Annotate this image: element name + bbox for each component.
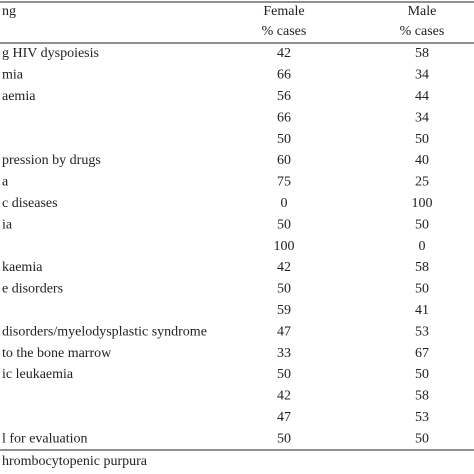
number-cell: 42 <box>277 260 291 275</box>
label-cell: e disorders <box>2 282 63 297</box>
label-cell: kaemia <box>2 260 43 275</box>
number-cell: 50 <box>277 431 291 446</box>
number-cell: 34 <box>415 68 429 83</box>
label-cell: aemia <box>2 89 36 104</box>
number-cell: 50 <box>415 282 429 297</box>
label-cell: to the bone marrow <box>2 346 112 361</box>
number-cell: 59 <box>277 303 291 318</box>
number-cell: 66 <box>277 110 291 125</box>
label-cell: mia <box>2 68 24 83</box>
number-cell: 47 <box>277 324 291 339</box>
number-cell: 40 <box>415 153 429 168</box>
number-cell: 100 <box>274 239 295 254</box>
header-cell: ng <box>2 4 16 19</box>
label-cell: g HIV dyspoiesis <box>2 46 99 61</box>
label-cell: l for evaluation <box>2 431 88 446</box>
number-cell: 58 <box>415 46 429 61</box>
number-cell: 53 <box>415 410 429 425</box>
subheader-cell: % cases <box>400 24 445 39</box>
number-cell: 50 <box>277 367 291 382</box>
number-cell: 60 <box>277 153 291 168</box>
footnote: hrombocytopenic purpura <box>2 454 148 469</box>
number-cell: 41 <box>415 303 429 318</box>
number-cell: 67 <box>415 346 429 361</box>
number-cell: 42 <box>277 389 291 404</box>
number-cell: 50 <box>415 367 429 382</box>
label-cell: ia <box>2 217 13 232</box>
number-cell: 33 <box>277 346 291 361</box>
label-cell: pression by drugs <box>2 153 101 168</box>
label-cell: ic leukaemia <box>2 367 74 382</box>
label-cell: a <box>2 175 9 190</box>
number-cell: 50 <box>277 282 291 297</box>
number-cell: 75 <box>277 175 291 190</box>
number-cell: 25 <box>415 175 429 190</box>
subheader-cell: % cases <box>262 24 307 39</box>
number-cell: 0 <box>419 239 426 254</box>
header-cell: Male <box>408 4 437 19</box>
number-cell: 66 <box>277 68 291 83</box>
label-cell: disorders/myelodysplastic syndrome <box>2 324 207 339</box>
number-cell: 50 <box>415 132 429 147</box>
number-cell: 50 <box>415 217 429 232</box>
number-cell: 42 <box>277 46 291 61</box>
number-cell: 34 <box>415 110 429 125</box>
number-cell: 50 <box>277 217 291 232</box>
number-cell: 56 <box>277 89 291 104</box>
number-cell: 0 <box>281 196 288 211</box>
label-cell: c diseases <box>2 196 58 211</box>
number-cell: 58 <box>415 389 429 404</box>
number-cell: 53 <box>415 324 429 339</box>
number-cell: 50 <box>277 132 291 147</box>
number-cell: 44 <box>415 89 429 104</box>
header-cell: Female <box>263 4 304 19</box>
number-cell: 58 <box>415 260 429 275</box>
number-cell: 50 <box>415 431 429 446</box>
number-cell: 47 <box>277 410 291 425</box>
number-cell: 100 <box>412 196 433 211</box>
